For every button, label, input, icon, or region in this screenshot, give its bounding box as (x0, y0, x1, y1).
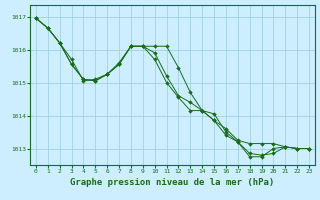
X-axis label: Graphe pression niveau de la mer (hPa): Graphe pression niveau de la mer (hPa) (70, 178, 275, 187)
